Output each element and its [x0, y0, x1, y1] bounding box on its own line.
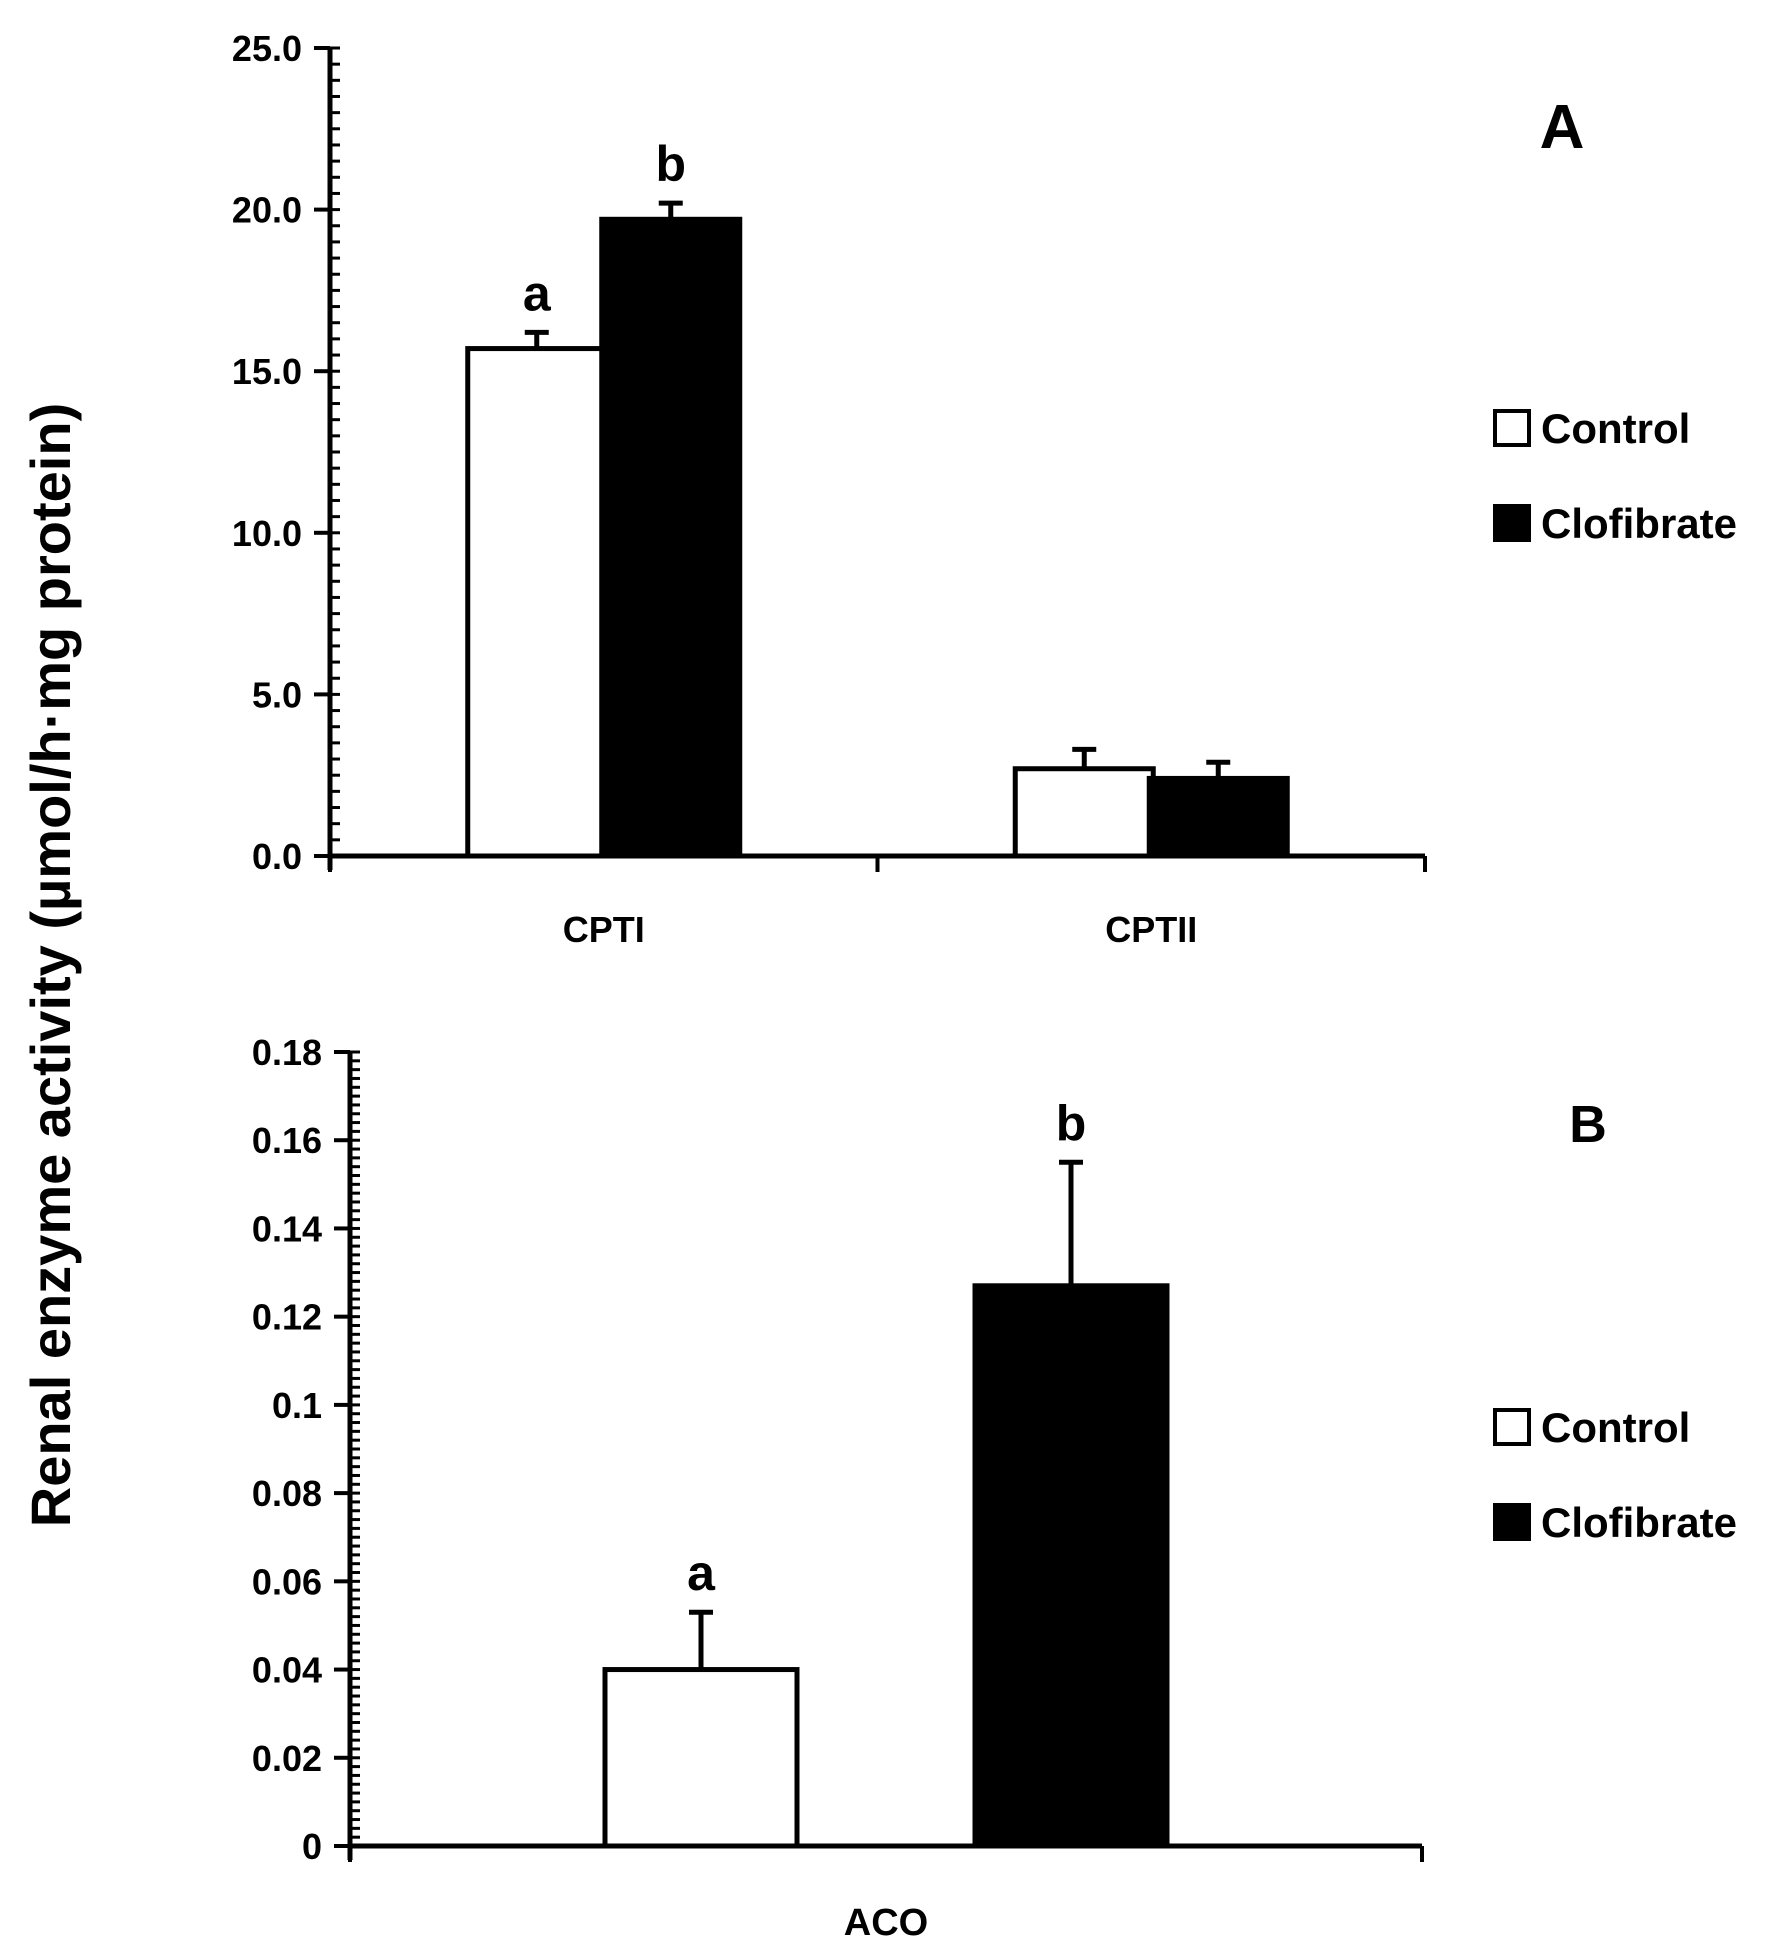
panel-a-significance-label: b	[655, 136, 686, 192]
panel-b-y-tick-label: 0	[302, 1826, 322, 1867]
panel-a-bar-control	[1012, 766, 1156, 859]
shared-y-axis-label: Renal enzyme activity (µmol/h·mg protein…	[19, 403, 82, 1527]
panel-a-legend-swatch-clofibrate	[1493, 504, 1531, 542]
panel-a-y-tick-label: 5.0	[252, 674, 302, 715]
panel-b-y-tick-label: 0.06	[252, 1561, 322, 1602]
panel-a-legend-label-control: Control	[1541, 405, 1690, 452]
panel-b-bar-clofibrate	[972, 1283, 1170, 1849]
panel-a-y-tick-label: 0.0	[252, 836, 302, 877]
panel-b-legend-swatch-clofibrate	[1493, 1503, 1531, 1541]
panel-b-y-tick-label: 0.14	[252, 1208, 322, 1249]
panel-b-y-tick-label: 0.08	[252, 1473, 322, 1514]
panel-a-y-tick-label: 15.0	[232, 351, 302, 392]
panel-b-y-tick-label: 0.04	[252, 1650, 322, 1691]
panel-b-y-tick-label: 0.1	[272, 1385, 322, 1426]
panel-b-category-label: ACO	[844, 1902, 928, 1944]
panel-a-significance-label: a	[523, 265, 552, 321]
panel-a-legend-swatch-control	[1493, 409, 1531, 447]
panel-a-bar-clofibrate	[599, 216, 743, 859]
panel-a-chart: 0.0 5.0 10.0 15.0 20.0 25.0 CPTI a b CPTII A Contro…	[232, 28, 1737, 950]
panel-b-letter: B	[1569, 1096, 1607, 1154]
panel-a-legend-label-clofibrate: Clofibrate	[1541, 500, 1737, 547]
panel-b-significance-label: a	[687, 1545, 716, 1601]
panel-a-bar-control	[465, 346, 609, 859]
panel-b-legend-swatch-control	[1493, 1408, 1531, 1446]
panel-a-y-tick-label: 25.0	[232, 28, 302, 69]
panel-a-y-tick-label: 10.0	[232, 513, 302, 554]
panel-b-y-tick-label: 0.16	[252, 1120, 322, 1161]
panel-b-chart: 0 0.02 0.04 0.06 0.08 0.1 0.12 0.14 0.16 0.18 ACO a…	[252, 1032, 1737, 1944]
panel-a-bar-clofibrate	[1146, 775, 1290, 859]
panel-a-y-tick-label: 20.0	[232, 190, 302, 231]
panel-a-letter: A	[1540, 93, 1585, 162]
panel-b-legend-label-clofibrate: Clofibrate	[1541, 1499, 1737, 1546]
panel-b-legend-label-control: Control	[1541, 1404, 1690, 1451]
panel-a-category-label: CPTI	[563, 909, 645, 950]
panel-b-y-tick-label: 0.02	[252, 1738, 322, 1779]
panel-b-y-tick-label: 0.18	[252, 1032, 322, 1073]
panel-b-y-tick-label: 0.12	[252, 1297, 322, 1338]
panel-b-significance-label: b	[1056, 1095, 1087, 1151]
panel-a-category-label: CPTII	[1105, 909, 1197, 950]
panel-b-bar-control	[602, 1667, 800, 1849]
